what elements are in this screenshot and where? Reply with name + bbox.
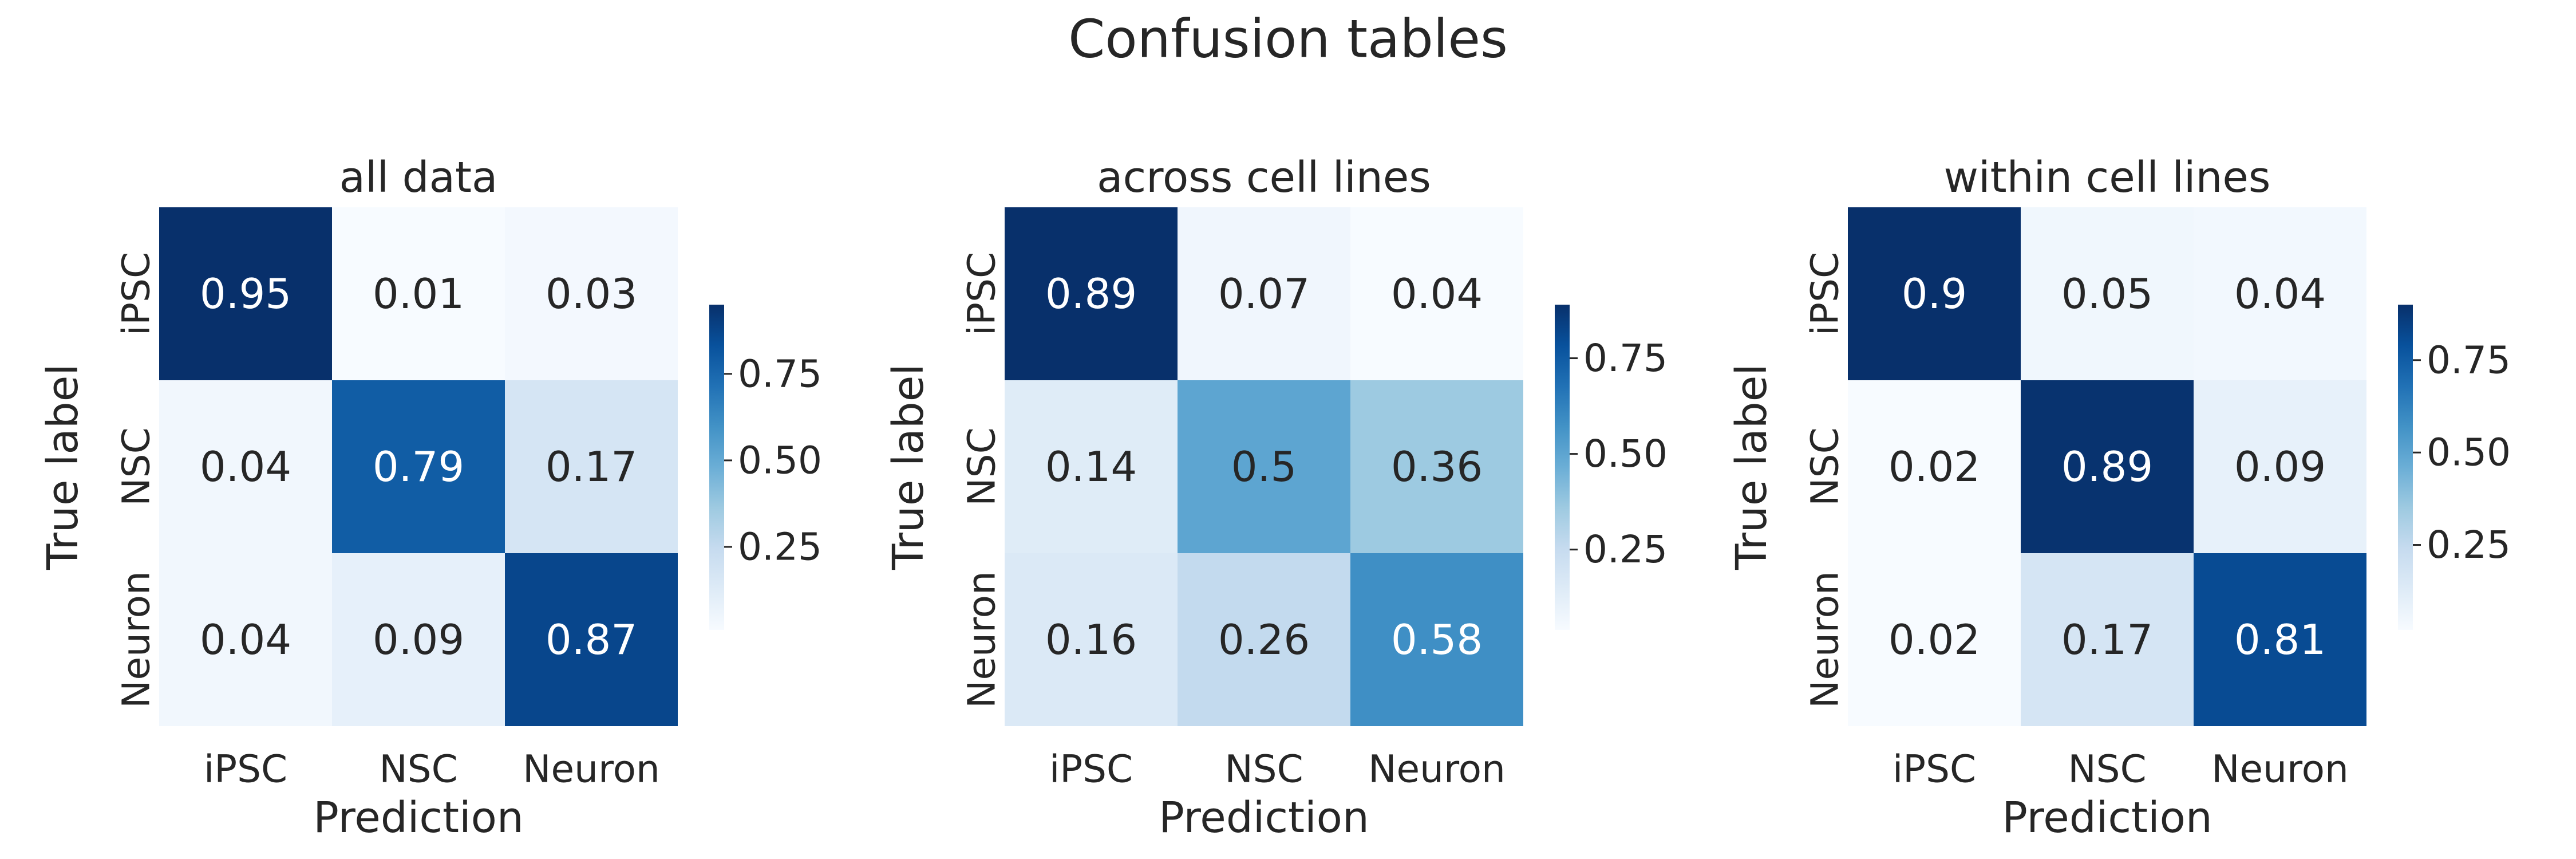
x-axis-label: Prediction [2002,793,2212,842]
heatmap-cell [332,553,505,726]
heatmap-cell [505,207,678,380]
heatmap-cell [332,207,505,380]
colorbar-tick-label: 0.75 [1583,336,1668,380]
colorbar-tick-label: 0.25 [2427,523,2511,567]
heatmap-cell [1005,380,1178,553]
cell-value-label: 0.89 [1045,270,1137,318]
x-tick-label: Neuron [523,747,660,791]
heatmap-cell [1350,553,1523,726]
panel-title: across cell lines [1097,153,1431,202]
colorbar-tick-label: 0.25 [1583,527,1668,572]
x-tick-label: iPSC [1049,747,1133,791]
colorbar-tick-label: 0.50 [738,438,822,482]
colorbar-tick-label: 0.75 [738,352,822,396]
cell-value-label: 0.36 [1391,443,1483,491]
colorbar-tick-label: 0.50 [2427,431,2511,475]
heatmap-panel-3: within cell lines 0.9 0.05 0.04 0.02 0.89 0.09… [1727,153,2511,842]
cell-value-label: 0.5 [1231,443,1297,491]
x-tick-label: NSC [2068,747,2146,791]
y-tick-label: NSC [114,427,159,506]
heatmap-cell [2021,553,2194,726]
heatmap-cell [159,553,332,726]
heatmap-cell [159,380,332,553]
heatmap-cell [1178,553,1350,726]
x-tick-label: iPSC [204,747,287,791]
heatmap-panel-2: across cell lines 0.89 0.07 0.04 0.14 0.5 0.36… [884,153,1668,842]
y-axis-label: True label [884,364,933,570]
heatmap-cell [1005,553,1178,726]
heatmap-cell [2194,380,2366,553]
colorbar [1555,305,1570,630]
heatmap-panels: all data 0.95 0.01 0.03 0.04 0.79 0.17 0.04 0.09… [38,153,2511,842]
heatmap-cell [1178,207,1350,380]
cell-value-label: 0.03 [546,270,637,318]
heatmap-cell [2194,553,2366,726]
x-tick-label: iPSC [1893,747,1976,791]
cell-value-label: 0.95 [200,270,291,318]
cell-value-label: 0.58 [1391,616,1483,664]
cell-value-label: 0.04 [200,443,291,491]
x-tick-label: Neuron [2211,747,2349,791]
heatmap-cell [2021,207,2194,380]
heatmap-cell [1848,380,2021,553]
panel-title: within cell lines [1944,153,2271,202]
cell-value-label: 0.04 [200,616,291,664]
cell-value-label: 0.17 [546,443,637,491]
colorbar-tick-label: 0.50 [1583,432,1668,476]
cell-value-label: 0.26 [1218,616,1310,664]
cell-value-label: 0.81 [2234,616,2326,664]
y-axis-label: True label [1727,364,1776,570]
panel-title: all data [339,153,498,202]
colorbar-tick-label: 0.25 [738,525,822,569]
heatmap-cell [1848,553,2021,726]
cell-value-label: 0.04 [2234,270,2326,318]
heatmap-cell [505,380,678,553]
cell-value-label: 0.04 [1391,270,1483,318]
y-tick-label: Neuron [114,571,159,708]
cell-value-label: 0.79 [373,443,464,491]
heatmap-cell [159,207,332,380]
x-tick-label: NSC [1224,747,1303,791]
y-tick-label: Neuron [960,571,1004,708]
heatmap-panel-1: all data 0.95 0.01 0.03 0.04 0.79 0.17 0.04 0.09… [38,153,822,842]
heatmap-cell [332,380,505,553]
cell-value-label: 0.14 [1045,443,1137,491]
heatmap-cell [1350,380,1523,553]
x-axis-label: Prediction [313,793,524,842]
colorbar [709,305,724,630]
cell-value-label: 0.9 [1902,270,1967,318]
cell-value-label: 0.05 [2061,270,2153,318]
heatmap-cell [505,553,678,726]
x-tick-label: Neuron [1368,747,1506,791]
heatmap-cell [2194,207,2366,380]
y-tick-label: iPSC [1803,252,1847,336]
heatmap-cell [1848,207,2021,380]
heatmap-cell [1178,380,1350,553]
cell-value-label: 0.89 [2061,443,2153,491]
cell-value-label: 0.16 [1045,616,1137,664]
y-tick-label: NSC [1803,427,1847,506]
x-tick-label: NSC [379,747,457,791]
cell-value-label: 0.02 [1888,443,1980,491]
y-axis-label: True label [38,364,88,570]
cell-value-label: 0.02 [1888,616,1980,664]
x-axis-label: Prediction [1159,793,1369,842]
colorbar-tick-label: 0.75 [2427,338,2511,382]
y-tick-label: iPSC [114,252,159,336]
y-tick-label: iPSC [960,252,1004,336]
cell-value-label: 0.87 [546,616,637,664]
heatmap-cell [1350,207,1523,380]
y-tick-label: Neuron [1803,571,1847,708]
cell-value-label: 0.09 [2234,443,2326,491]
cell-value-label: 0.07 [1218,270,1310,318]
y-tick-label: NSC [960,427,1004,506]
cell-value-label: 0.17 [2061,616,2153,664]
figure-title: Confusion tables [1068,9,1508,70]
cell-value-label: 0.09 [373,616,464,664]
colorbar [2398,305,2413,630]
heatmap-cell [2021,380,2194,553]
heatmap-cell [1005,207,1178,380]
cell-value-label: 0.01 [373,270,464,318]
